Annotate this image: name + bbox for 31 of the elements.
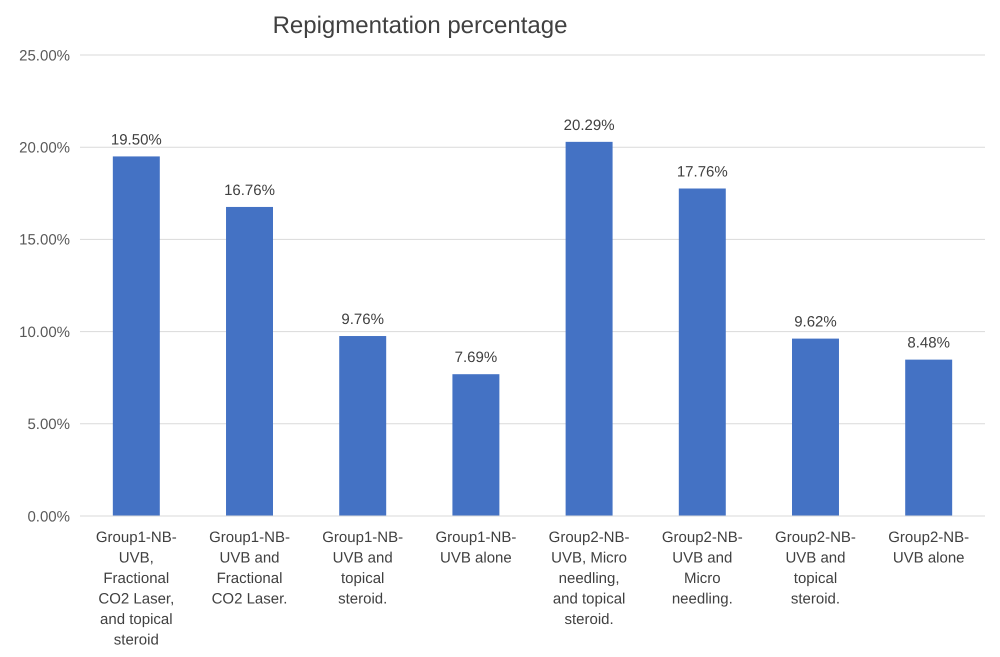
bar xyxy=(566,142,613,516)
bar xyxy=(452,374,500,516)
data-label: 19.50% xyxy=(110,131,162,148)
bar xyxy=(905,360,952,516)
data-label: 7.69% xyxy=(454,349,498,366)
data-label: 20.29% xyxy=(564,116,615,134)
x-tick-label: Group1-NB-UVB alone xyxy=(435,529,516,566)
bar xyxy=(339,336,386,516)
x-tick-label: Group1-NB-UVB and topical steroid. xyxy=(322,529,404,608)
x-tick-label: Group1-NB-UVB and Fractional CO2 Laser. xyxy=(209,529,290,608)
bar xyxy=(226,206,273,516)
bar xyxy=(792,338,839,516)
bar xyxy=(112,156,160,516)
y-tick-label: 10.00% xyxy=(19,324,70,341)
y-tick-label: 20.00% xyxy=(19,139,70,156)
y-tick-label: 5.00% xyxy=(27,416,70,434)
data-label: 17.76% xyxy=(676,164,728,181)
data-label: 9.62% xyxy=(794,314,837,331)
chart-title: Repigmentation percentage xyxy=(272,12,568,39)
x-tick-label: Group2-NB-UVB, Micro needling, and topical steroid. xyxy=(548,529,630,628)
x-tick-label: Group2-NB-UVB and Micro needling. xyxy=(662,529,743,608)
y-tick-label: 25.00% xyxy=(19,47,70,64)
data-label: 16.76% xyxy=(224,182,275,199)
data-label: 9.76% xyxy=(341,311,384,328)
y-tick-label: 15.00% xyxy=(19,232,70,249)
x-tick-label: Group2-NB-UVB alone xyxy=(888,529,970,566)
x-tick-label: Group1-NB-UVB, Fractional CO2 Laser, and topical steroid xyxy=(96,529,177,648)
x-tick-label: Group2-NB-UVB and topical steroid. xyxy=(775,529,856,608)
data-label: 8.48% xyxy=(907,334,950,352)
bar xyxy=(678,188,726,516)
y-tick-label: 0.00% xyxy=(27,508,70,526)
